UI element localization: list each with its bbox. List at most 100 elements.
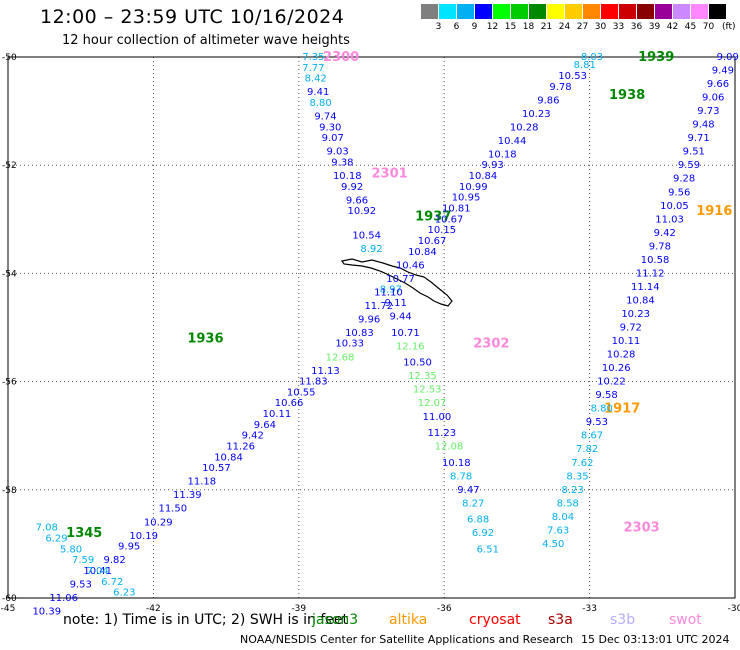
wave-height-label: 10.28 [607, 350, 636, 361]
wave-height-label: 10.26 [602, 363, 631, 374]
pass-time-label: 1936 [187, 331, 223, 346]
wave-height-label: 7.62 [571, 458, 593, 469]
wave-height-label: 6.92 [472, 528, 494, 539]
wave-height-label: 8.35 [566, 471, 588, 482]
wave-height-label: 10.23 [522, 109, 551, 120]
wave-height-label: 10.95 [452, 193, 481, 204]
wave-height-label: 12.68 [326, 352, 355, 363]
legend-swatch [583, 4, 600, 19]
legend-label: 39 [648, 22, 661, 32]
wave-height-label: 11.18 [188, 477, 217, 488]
wave-height-label: 9.38 [331, 157, 353, 168]
wave-height-label: 10.84 [408, 247, 437, 258]
legend-label: 9 [471, 22, 478, 32]
wave-height-label: 9.44 [389, 312, 411, 323]
wave-height-label: 9.07 [322, 133, 344, 144]
wave-height-label: 10.83 [345, 328, 374, 339]
wave-height-label: 10.92 [347, 206, 376, 217]
legend-swatch [529, 4, 546, 19]
pass-time-label: 1345 [66, 526, 102, 541]
wave-height-label: 11.26 [226, 442, 255, 453]
legend-swatch [601, 4, 618, 19]
wave-height-label: 10.67 [435, 214, 464, 225]
wave-height-label: 9.78 [649, 241, 671, 252]
x-tick-label: -39 [291, 604, 306, 614]
wave-height-label: 8.80 [309, 98, 331, 109]
wave-height-label: 10.99 [459, 182, 488, 193]
wave-height-label: 11.14 [631, 282, 660, 293]
legend-label: 6 [453, 22, 460, 32]
wave-height-label: 10.41 [83, 566, 112, 577]
wave-height-label: 7.35 [302, 52, 324, 63]
mission-s3a: s3a [548, 612, 573, 628]
wave-height-label: 10.55 [287, 387, 316, 398]
wave-height-label: 9.11 [385, 298, 407, 309]
legend-label: 36 [630, 22, 643, 32]
wave-height-label: 11.23 [427, 428, 456, 439]
wave-height-label: 6.29 [45, 533, 67, 544]
y-tick-label: -54 [2, 269, 17, 279]
pass-time-label: 2301 [372, 166, 408, 181]
pass-time-label: 1937 [415, 210, 451, 225]
wave-height-label: 8.03 [581, 52, 603, 63]
y-tick-label: -56 [2, 378, 17, 388]
wave-height-label: 9.78 [549, 82, 571, 93]
wave-height-label: 10.44 [498, 136, 527, 147]
wave-height-label: 9.06 [702, 93, 724, 104]
plot-frame [7, 56, 736, 599]
wave-height-label: 9.58 [595, 390, 617, 401]
wave-height-label: 11.10 [374, 287, 403, 298]
wave-height-label: 8.80 [591, 404, 613, 415]
x-tick-label: -33 [582, 604, 597, 614]
wave-height-label: 10.19 [129, 531, 158, 542]
wave-height-label: 10.84 [626, 295, 655, 306]
wave-height-label: 12.35 [408, 371, 437, 382]
wave-height-label: 10.84 [214, 452, 243, 463]
wave-height-label: 10.15 [427, 225, 456, 236]
y-tick-label: -52 [2, 161, 17, 171]
wave-height-label: 11.39 [173, 490, 202, 501]
wave-height-label: 10.77 [386, 274, 415, 285]
wave-height-label: 7.82 [576, 444, 598, 455]
x-tick-label: -42 [146, 604, 161, 614]
legend-label: 45 [684, 22, 697, 32]
wave-height-label: 9.47 [457, 485, 479, 496]
mission-altika: altika [389, 612, 428, 628]
wave-height-label: 10.39 [32, 607, 61, 618]
wave-height-label: 7.77 [302, 63, 324, 74]
wave-height-label: 10.84 [469, 171, 498, 182]
wave-height-label: 9.93 [482, 160, 504, 171]
wave-height-label: 9.66 [346, 195, 368, 206]
legend-label: 24 [558, 22, 571, 32]
wave-height-label: 9.59 [678, 160, 700, 171]
wave-height-label: 9.56 [668, 187, 690, 198]
wave-height-label: 10.29 [144, 517, 173, 528]
wave-height-label: 10.58 [641, 255, 670, 266]
island-outline [341, 258, 453, 307]
wave-height-label: 11.03 [655, 214, 684, 225]
wave-height-label: 9.96 [358, 314, 380, 325]
wave-height-label: 8.27 [462, 498, 484, 509]
wave-height-label: 9.64 [254, 420, 276, 431]
wave-height-label: 10.18 [333, 171, 362, 182]
legend-swatch [421, 4, 438, 19]
legend-label: 15 [504, 22, 517, 32]
wave-height-label: 11.50 [158, 504, 187, 515]
x-tick-label: -30 [728, 604, 740, 614]
wave-height-label: 9.86 [537, 95, 559, 106]
x-tick-label: -36 [437, 604, 452, 614]
legend-swatch [619, 4, 636, 19]
wave-height-label: 9.72 [620, 323, 642, 334]
wave-height-label: 11.83 [299, 377, 328, 388]
wave-height-label: 10.05 [660, 201, 689, 212]
wave-height-label: 10.50 [403, 358, 432, 369]
wave-height-label: 12.53 [413, 385, 442, 396]
wave-height-label: 7.04 [87, 566, 109, 577]
wave-height-label: 8.97 [380, 285, 402, 296]
pass-time-label: 1938 [609, 88, 645, 103]
legend-swatch [493, 4, 510, 19]
pass-time-label: 1917 [604, 402, 640, 417]
wave-height-label: 10.67 [418, 236, 447, 247]
wave-height-label: 8.81 [574, 60, 596, 71]
